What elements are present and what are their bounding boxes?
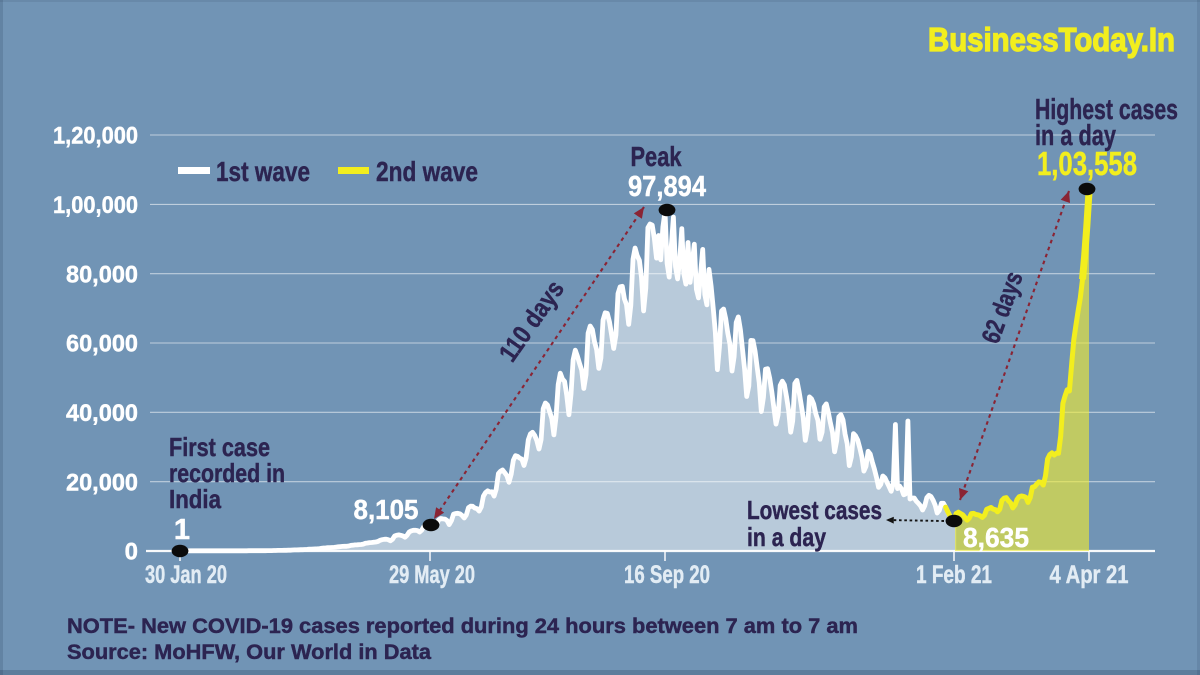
svg-text:8,635: 8,635 [963,522,1029,553]
svg-text:1,03,558: 1,03,558 [1037,145,1137,182]
svg-text:in a day: in a day [747,522,826,552]
svg-text:BusinessToday.In: BusinessToday.In [928,21,1175,58]
svg-text:in a day: in a day [1035,120,1116,152]
svg-text:2nd wave: 2nd wave [376,156,478,187]
svg-text:80,000: 80,000 [66,261,138,288]
svg-text:40,000: 40,000 [66,400,138,427]
svg-text:NOTE- New COVID-19 cases repor: NOTE- New COVID-19 cases reported during… [67,615,858,638]
svg-text:29 May 20: 29 May 20 [389,561,475,589]
svg-text:1: 1 [174,514,190,546]
svg-text:First case: First case [169,432,270,462]
svg-text:Lowest cases: Lowest cases [747,495,882,525]
svg-text:India: India [169,484,221,514]
svg-text:20,000: 20,000 [66,469,138,496]
svg-text:recorded in: recorded in [169,458,285,488]
svg-text:0: 0 [125,539,138,566]
svg-text:4 Apr 21: 4 Apr 21 [1050,561,1129,589]
svg-text:Peak: Peak [631,141,682,172]
svg-text:97,894: 97,894 [628,171,706,203]
svg-text:1,00,000: 1,00,000 [53,192,138,219]
svg-text:1 Feb 21: 1 Feb 21 [916,561,992,589]
svg-text:1,20,000: 1,20,000 [53,123,138,150]
svg-text:Source: MoHFW, Our World in Da: Source: MoHFW, Our World in Data [67,641,431,664]
svg-text:60,000: 60,000 [66,331,138,358]
svg-text:1st wave: 1st wave [216,156,310,187]
svg-text:Highest cases: Highest cases [1035,94,1178,126]
svg-text:8,105: 8,105 [354,494,419,525]
svg-text:30 Jan 20: 30 Jan 20 [145,561,227,589]
svg-text:16 Sep 20: 16 Sep 20 [624,561,710,589]
